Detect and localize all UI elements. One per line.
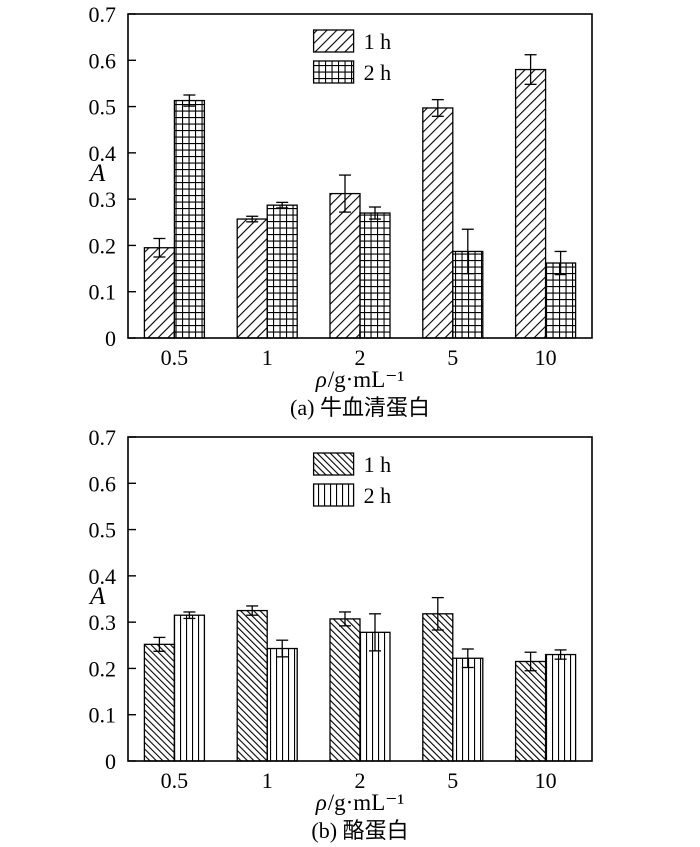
- y-tick-label: 0.2: [89, 656, 117, 681]
- error-bar: [461, 648, 474, 669]
- chart-b-plot: 0 0.1 0.2 0.3 0.4 0.5 0.6 0.7 0.5 1 2 5 10 1 h 2 h: [89, 425, 593, 789]
- y-tick-label: 0.7: [89, 2, 117, 27]
- bar-series-2: [452, 250, 484, 339]
- y-tick-label: 0.3: [89, 610, 117, 635]
- bar-series-2: [544, 653, 577, 762]
- error-bar: [461, 228, 474, 275]
- legend-label: 1 h: [364, 29, 392, 54]
- y-tick-label: 0.1: [89, 280, 117, 305]
- error-bar: [183, 94, 196, 107]
- y-tick-label: 0.6: [89, 471, 117, 496]
- x-tick-label: 2: [355, 768, 366, 789]
- x-axis-label: ρ/g·mL⁻¹: [10, 366, 700, 393]
- error-bar: [369, 206, 381, 220]
- bar-series-2: [173, 614, 206, 762]
- error-bar: [183, 611, 196, 620]
- bar-series-1: [422, 107, 454, 339]
- error-bar: [431, 596, 444, 631]
- error-bar: [554, 250, 567, 276]
- x-tick-label: 0.5: [161, 768, 189, 789]
- x-axis-label-rho: ρ: [315, 367, 327, 392]
- y-tick-label: 0.3: [89, 187, 117, 212]
- y-tick-label: 0.6: [89, 48, 117, 73]
- bar-series-1: [143, 247, 176, 339]
- bar-series-1: [514, 68, 547, 339]
- chart-b-caption: (b) 酪蛋白: [311, 818, 409, 843]
- legend-swatch: [312, 452, 355, 476]
- bar-series-1: [236, 609, 268, 762]
- error-bar: [276, 201, 289, 209]
- bar-series-1: [143, 643, 176, 762]
- x-tick-label: 10: [535, 345, 557, 366]
- error-bar: [339, 611, 351, 627]
- error-bar: [524, 54, 537, 86]
- error-bar: [246, 605, 259, 616]
- bar-series-1: [236, 218, 268, 339]
- x-tick-label: 10: [535, 768, 557, 789]
- chart-b: A 0 0.1 0.2 0.3 0.4 0.5 0.6 0.7 0.5 1 2 5 10 1 h 2 h ρ…: [0, 423, 700, 846]
- bar-series-2: [359, 212, 391, 339]
- x-tick-label: 1: [262, 768, 273, 789]
- y-tick-label: 0.7: [89, 425, 117, 450]
- x-axis-label-units: /g·mL⁻¹: [327, 367, 405, 392]
- bar-series-2: [544, 262, 577, 339]
- bar-series-1: [422, 613, 454, 762]
- x-tick-label: 0.5: [161, 345, 189, 366]
- bar-series-2: [266, 204, 298, 339]
- chart-a-caption: (a) 牛血清蛋白: [290, 395, 430, 420]
- y-axis-label: A: [90, 160, 106, 187]
- y-tick-label: 0.2: [89, 233, 117, 258]
- bar-series-2: [452, 657, 484, 762]
- bar-series-1: [514, 660, 547, 762]
- error-bar: [246, 215, 259, 223]
- y-tick-label: 0.5: [89, 95, 117, 120]
- bar-series-1: [329, 618, 361, 762]
- error-bar: [524, 651, 537, 672]
- error-bar: [369, 613, 381, 652]
- x-axis-label-rho: ρ: [315, 790, 327, 815]
- legend-swatch: [312, 60, 355, 84]
- bar-series-2: [266, 647, 298, 762]
- x-axis-label: ρ/g·mL⁻¹: [10, 789, 700, 816]
- x-axis-label-units: /g·mL⁻¹: [327, 790, 405, 815]
- bar-series-2: [359, 631, 391, 762]
- y-tick-label: 0.1: [89, 703, 117, 728]
- y-tick-label: 0.4: [89, 564, 117, 589]
- legend-label: 2 h: [364, 60, 392, 85]
- bar-series-2: [173, 99, 206, 339]
- error-bar: [153, 237, 166, 258]
- error-bar: [153, 636, 166, 652]
- chart-a-plot: 0 0.1 0.2 0.3 0.4 0.5 0.6 0.7 0.5 1 2 5 10 1 h 2 h: [89, 2, 593, 366]
- chart-a: A 0 0.1 0.2 0.3 0.4 0.5 0.6 0.7 0.5 1 2 5 10 1 h 2 h ρ…: [0, 0, 700, 423]
- error-bar: [339, 174, 351, 213]
- legend-label: 1 h: [364, 452, 392, 477]
- error-bar: [276, 639, 289, 658]
- x-tick-label: 5: [447, 345, 458, 366]
- x-tick-label: 1: [262, 345, 273, 366]
- legend-swatch: [312, 483, 355, 507]
- y-axis-label: A: [90, 583, 106, 610]
- legend-swatch: [312, 29, 355, 53]
- legend-label: 2 h: [364, 483, 392, 508]
- x-tick-label: 5: [447, 768, 458, 789]
- y-tick-label: 0.4: [89, 141, 117, 166]
- y-tick-label: 0: [105, 326, 116, 351]
- x-tick-label: 2: [355, 345, 366, 366]
- error-bar: [431, 98, 444, 117]
- y-tick-label: 0: [105, 749, 116, 774]
- bar-series-1: [329, 192, 361, 339]
- y-tick-label: 0.5: [89, 518, 117, 543]
- error-bar: [554, 649, 567, 660]
